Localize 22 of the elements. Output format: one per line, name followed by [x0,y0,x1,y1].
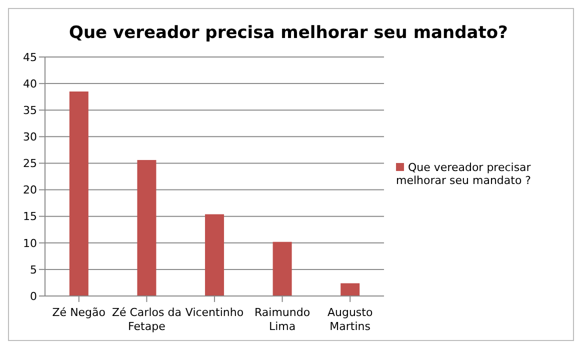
x-tick-label: Zé Carlos da Fetape [112,306,182,333]
y-tick-label: 30 [23,130,37,144]
y-tick-label: 15 [23,210,37,224]
chart-title: Que vereador precisa melhorar seu mandato? [69,23,508,43]
bar [137,160,156,296]
y-tick-label: 10 [23,236,37,250]
bar [69,92,88,296]
y-tick-label: 20 [23,184,37,197]
legend-label: Que vereador precisar melhorar seu mandato ? [396,160,532,186]
y-tick-label: 5 [30,263,37,276]
y-tick-label: 35 [23,104,37,118]
x-tick-label: Zé Negão [52,306,106,319]
bar [272,242,292,296]
x-tick-label: Raimundo Lima [254,306,310,333]
y-tick-label: 45 [23,50,37,64]
bar [340,283,360,296]
x-tick-label: Augusto Martins [327,306,373,333]
bar [205,214,224,296]
y-tick-label: 40 [23,77,37,90]
x-tick-label: Vicentinho [185,306,244,319]
y-tick-label: 0 [30,290,37,303]
y-tick-label: 25 [23,157,37,170]
